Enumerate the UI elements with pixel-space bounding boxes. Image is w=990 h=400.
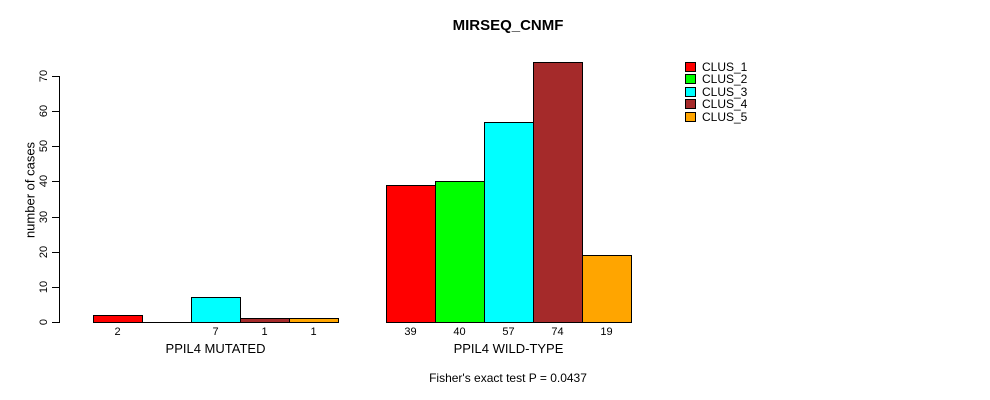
legend-label: CLUS_2 — [702, 72, 748, 86]
bar-value-label: 74 — [551, 326, 564, 338]
y-tick-label: 60 — [38, 104, 50, 118]
legend-label: CLUS_1 — [702, 60, 748, 74]
y-tick — [52, 76, 59, 77]
bar-value-label: 2 — [114, 326, 121, 338]
bar — [191, 297, 241, 323]
bar-value-label: 7 — [212, 326, 219, 338]
chart-title: MIRSEQ_CNMF — [452, 17, 564, 34]
annotation-text: Fisher's exact test P = 0.0437 — [429, 371, 587, 385]
y-tick-label: 10 — [38, 280, 50, 294]
y-tick-label: 30 — [38, 210, 50, 224]
bar — [435, 181, 485, 323]
bar-value-label: 1 — [261, 326, 268, 338]
legend-swatch — [685, 99, 696, 109]
bar-value-label: 57 — [502, 326, 515, 338]
y-tick — [52, 181, 59, 182]
y-tick — [52, 146, 59, 147]
bar — [386, 185, 436, 323]
bar — [289, 318, 339, 323]
legend-swatch — [685, 62, 696, 72]
legend-label: CLUS_3 — [702, 85, 748, 99]
y-axis-label: number of cases — [22, 141, 38, 239]
bar — [582, 255, 632, 323]
y-axis — [59, 76, 60, 323]
y-tick — [52, 217, 59, 218]
bar — [93, 315, 143, 323]
legend-swatch — [685, 112, 696, 122]
y-tick — [52, 322, 59, 323]
y-tick-label: 20 — [38, 245, 50, 259]
bar — [240, 318, 290, 323]
legend-label: CLUS_4 — [702, 97, 748, 111]
y-tick-label: 40 — [38, 174, 50, 188]
bar-value-label: 39 — [404, 326, 417, 338]
category-label: PPIL4 MUTATED — [165, 341, 266, 356]
y-tick — [52, 252, 59, 253]
y-tick — [52, 111, 59, 112]
legend-label: CLUS_5 — [702, 110, 748, 124]
legend-swatch — [685, 74, 696, 84]
bar-value-label: 40 — [453, 326, 466, 338]
y-tick-label: 70 — [38, 69, 50, 83]
legend-swatch — [685, 87, 696, 97]
bar — [533, 62, 583, 323]
bar — [484, 122, 534, 323]
bar-value-label: 1 — [310, 326, 317, 338]
y-tick-label: 0 — [38, 318, 50, 326]
y-tick — [52, 287, 59, 288]
y-tick-label: 50 — [38, 139, 50, 153]
bar-value-label: 19 — [600, 326, 613, 338]
category-label: PPIL4 WILD-TYPE — [453, 341, 564, 356]
